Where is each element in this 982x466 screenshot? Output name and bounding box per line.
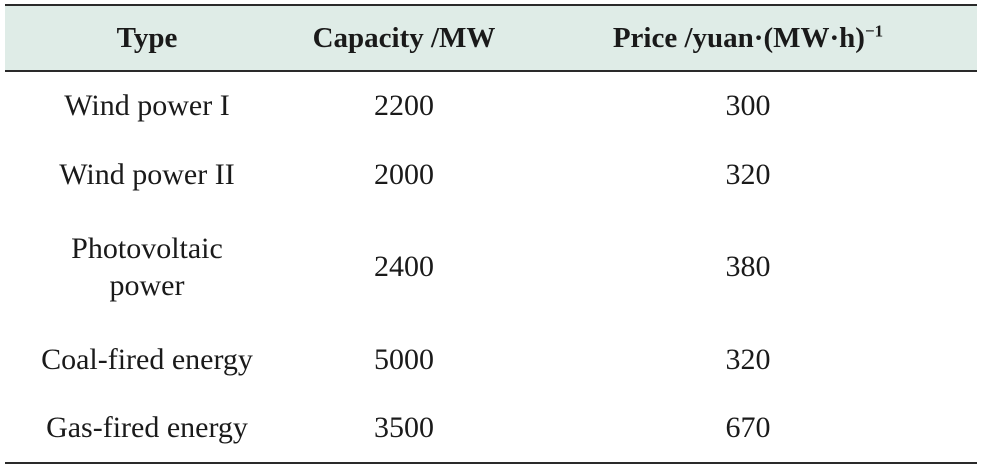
energy-sources-table: Type Capacity /MW Price /yuan·(MW·h)−1 W… xyxy=(5,4,977,464)
cell-capacity: 5000 xyxy=(374,342,434,376)
cell-capacity: 2200 xyxy=(374,89,434,123)
header-capacity: Capacity /MW xyxy=(289,4,519,72)
header-type: Type xyxy=(5,4,289,72)
table-header: Type Capacity /MW Price /yuan·(MW·h)−1 xyxy=(5,4,977,72)
header-row: Type Capacity /MW Price /yuan·(MW·h)−1 xyxy=(5,4,977,72)
cell-type: Gas-fired energy xyxy=(5,394,289,464)
cell-type: Photovoltaic power xyxy=(5,209,289,325)
cell-type-text: Photovoltaic power xyxy=(71,231,223,303)
cell-price: 320 xyxy=(725,342,771,376)
table-row: Wind power I 2200 300 xyxy=(5,71,977,140)
header-price: Price /yuan·(MW·h)−1 xyxy=(519,4,977,72)
table-row: Photovoltaic power 2400 380 xyxy=(5,209,977,325)
header-price-superscript: −1 xyxy=(864,20,884,40)
table-row: Wind power II 2000 320 xyxy=(5,140,977,209)
cell-price: 670 xyxy=(519,394,977,464)
cell-type: Wind power I xyxy=(64,89,230,123)
cell-capacity: 2000 xyxy=(374,157,434,191)
header-price-label: Price /yuan·(MW·h) xyxy=(612,21,865,54)
cell-price: 300 xyxy=(725,89,771,123)
data-table-container: Type Capacity /MW Price /yuan·(MW·h)−1 W… xyxy=(5,4,977,464)
cell-capacity: 2400 xyxy=(374,250,434,284)
table-row: Gas-fired energy 3500 670 xyxy=(5,394,977,464)
cell-capacity: 3500 xyxy=(289,394,519,464)
table-row: Coal-fired energy 5000 320 xyxy=(5,325,977,394)
cell-price: 380 xyxy=(725,250,771,284)
cell-type: Coal-fired energy xyxy=(41,342,253,376)
cell-price: 320 xyxy=(725,157,771,191)
cell-type: Wind power II xyxy=(59,157,235,191)
table-body: Wind power I 2200 300 Wind power II 2000… xyxy=(5,71,977,464)
